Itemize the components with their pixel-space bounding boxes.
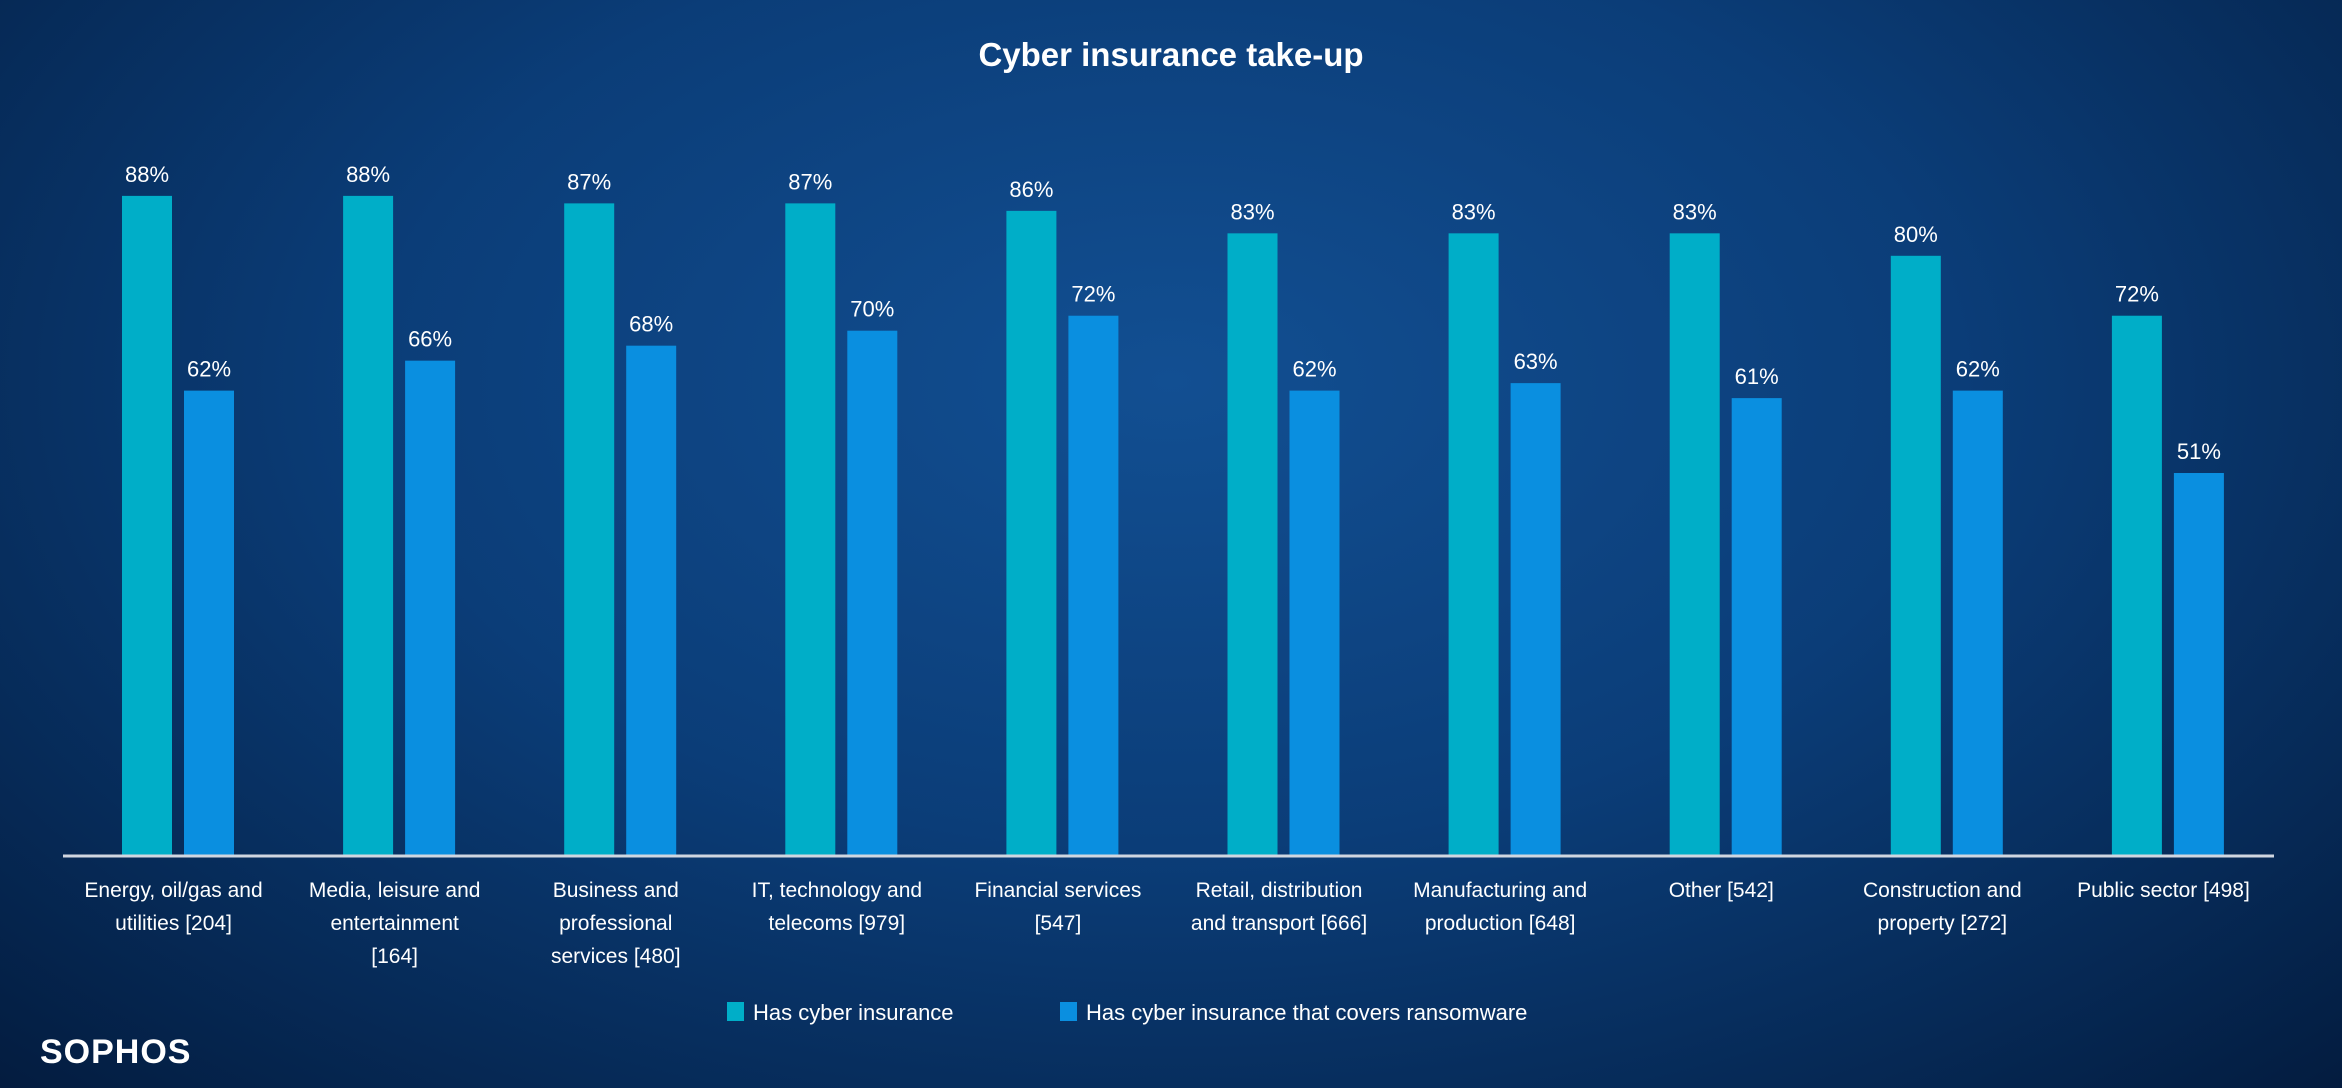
data-label: 51% xyxy=(2177,439,2221,464)
data-label: 83% xyxy=(1230,199,1274,224)
category-label: Energy, oil/gas and utilities [204] xyxy=(84,879,262,935)
data-label: 62% xyxy=(187,357,231,382)
chart-title: Cyber insurance take-up xyxy=(978,36,1363,73)
data-label: 80% xyxy=(1894,222,1938,247)
category-label: IT, technology and telecoms [979] xyxy=(752,879,922,935)
data-label: 86% xyxy=(1009,177,1053,202)
category-label: Retail, distribution and transport [666] xyxy=(1191,879,1367,935)
bar-covers-ransomware xyxy=(405,360,456,855)
bar-covers-ransomware xyxy=(1952,390,2003,855)
bar-has-insurance xyxy=(785,203,836,855)
bar-covers-ransomware xyxy=(1731,398,1782,855)
bar-has-insurance xyxy=(1669,233,1720,855)
bar-has-insurance xyxy=(1006,210,1057,856)
data-label: 72% xyxy=(2115,282,2159,307)
data-label: 63% xyxy=(1514,349,1558,374)
category-label: Financial services [547] xyxy=(974,879,1141,935)
category-label: Construction and property [272] xyxy=(1863,879,2022,935)
bar-covers-ransomware xyxy=(847,330,898,855)
data-label: 87% xyxy=(567,169,611,194)
bar-covers-ransomware xyxy=(184,390,234,855)
data-label: 88% xyxy=(346,162,390,187)
category-label: Business and professional services [480] xyxy=(551,879,681,968)
bar-has-insurance xyxy=(1227,233,1278,855)
category-label: Media, leisure and entertainment [164] xyxy=(309,879,481,968)
bar-has-insurance xyxy=(343,195,394,855)
bar-has-insurance xyxy=(1890,255,1941,856)
sophos-logo: SOPHOS xyxy=(40,1033,192,1071)
data-label: 62% xyxy=(1292,357,1336,382)
bar-has-insurance xyxy=(1448,233,1499,855)
bar-has-insurance xyxy=(122,195,172,855)
data-label: 83% xyxy=(1452,199,1496,224)
data-label: 70% xyxy=(850,297,894,322)
bar-covers-ransomware xyxy=(2173,473,2224,855)
bar-covers-ransomware xyxy=(1068,315,1119,856)
bar-covers-ransomware xyxy=(626,345,677,855)
category-label: Other [542] xyxy=(1669,879,1774,902)
legend-label: Has cyber insurance xyxy=(753,1000,954,1025)
data-label: 88% xyxy=(125,162,169,187)
data-label: 83% xyxy=(1673,199,1717,224)
legend-label: Has cyber insurance that covers ransomwa… xyxy=(1086,1000,1527,1025)
data-label: 72% xyxy=(1071,282,1115,307)
bar-has-insurance xyxy=(564,203,615,855)
data-label: 68% xyxy=(629,312,673,337)
bar-covers-ransomware xyxy=(1289,390,1340,855)
data-label: 87% xyxy=(788,169,832,194)
bar-covers-ransomware xyxy=(1510,383,1561,855)
data-label: 66% xyxy=(408,327,452,352)
category-label: Public sector [498] xyxy=(2077,879,2250,902)
data-label: 62% xyxy=(1956,357,2000,382)
legend-swatch xyxy=(1060,1002,1077,1021)
category-label: Manufacturing and production [648] xyxy=(1413,879,1587,935)
bar-has-insurance xyxy=(2111,315,2162,856)
legend-swatch xyxy=(727,1002,744,1021)
data-label: 61% xyxy=(1735,364,1779,389)
